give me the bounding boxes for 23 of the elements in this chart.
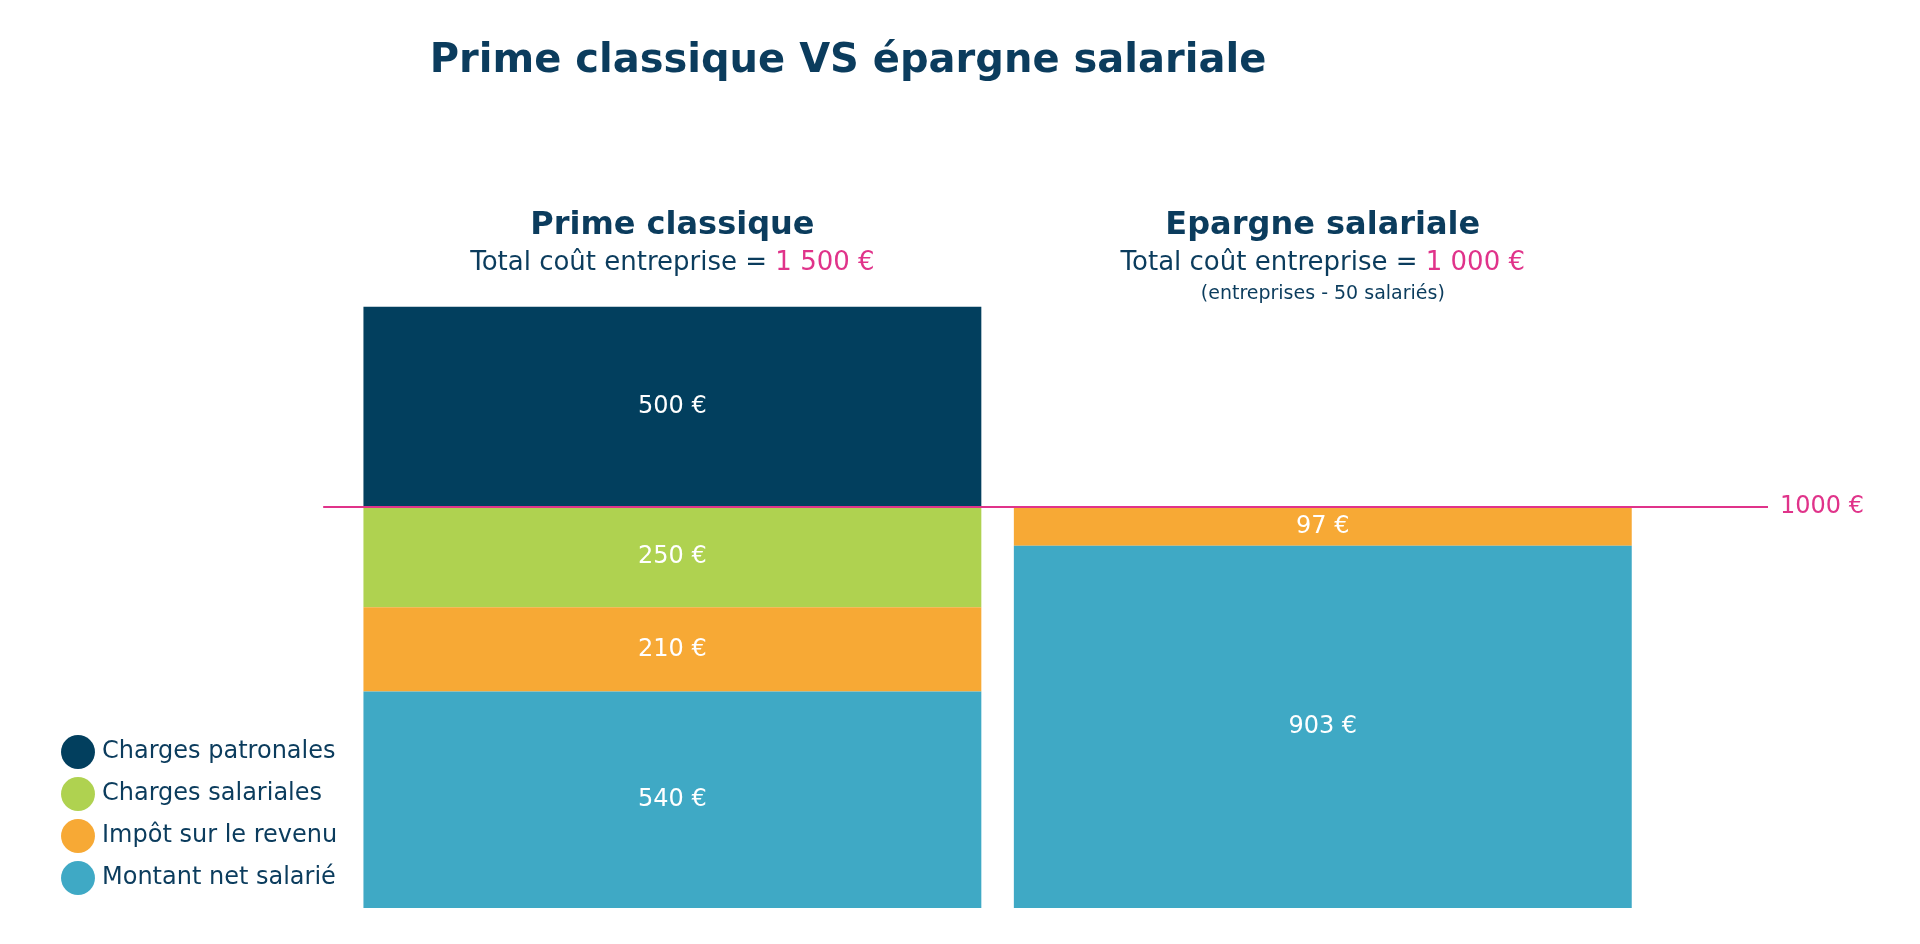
legend-label: Impôt sur le revenu: [102, 820, 338, 849]
data-label: 250 €: [638, 541, 707, 570]
data-label: 540 €: [638, 783, 707, 812]
bar: [363, 506, 982, 608]
bar: [1013, 545, 1632, 908]
bar: [363, 607, 982, 692]
text: (entreprises - 50 salariés): [1200, 281, 1445, 304]
data-label: 210 €: [638, 633, 707, 662]
legend-label: Charges patronales: [102, 736, 336, 765]
bar: [1013, 506, 1632, 546]
text: Total coût entreprise = 1 000 €: [1119, 246, 1526, 277]
x-tick-label: Prime classique: [530, 203, 815, 242]
legend-label: Montant net salarié: [102, 862, 336, 891]
x-tick-label: Epargne salariale: [1165, 203, 1481, 242]
legend-label: Charges salariales: [102, 778, 323, 807]
chart-title: Prime classique VS épargne salariale: [429, 35, 1267, 82]
bar: [363, 691, 982, 908]
bar: [363, 306, 982, 507]
data-label: 97 €: [1296, 510, 1350, 539]
ref-line-label: 1000 €: [1780, 491, 1864, 520]
data-label: 500 €: [638, 390, 707, 419]
text: Total coût entreprise = 1 500 €: [469, 246, 875, 277]
data-label: 903 €: [1288, 711, 1358, 740]
